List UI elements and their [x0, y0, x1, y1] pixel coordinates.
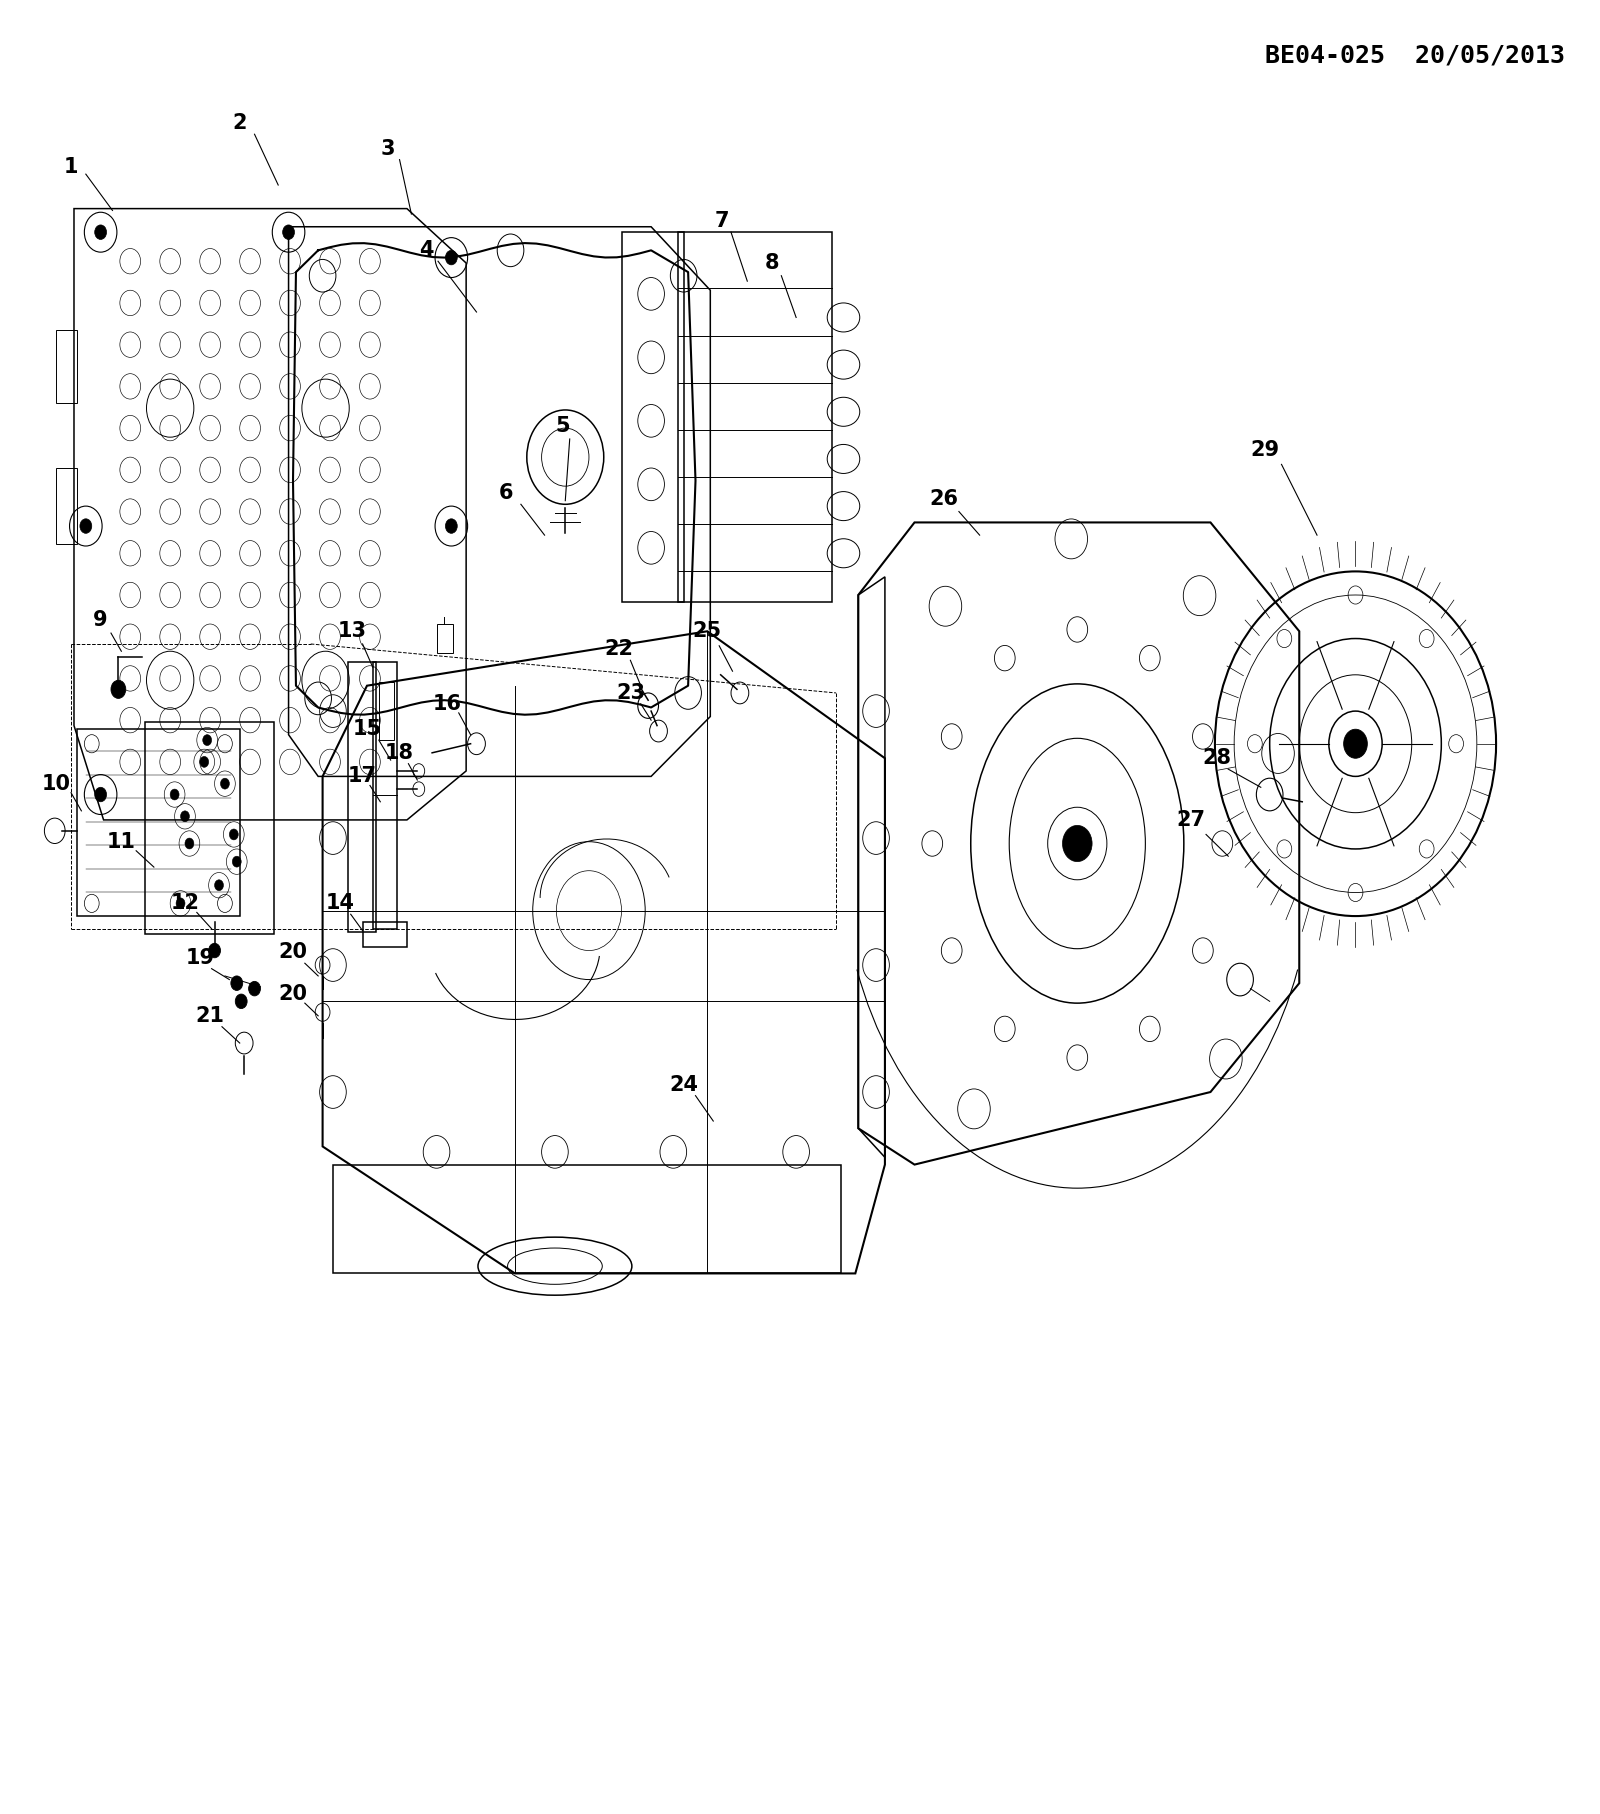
- Circle shape: [94, 787, 107, 802]
- Circle shape: [283, 225, 294, 239]
- Text: 20: 20: [278, 983, 307, 1005]
- Text: 12: 12: [171, 892, 200, 914]
- Bar: [379, 682, 394, 740]
- Text: BE04-025  20/05/2013: BE04-025 20/05/2013: [1266, 44, 1565, 67]
- Text: 29: 29: [1251, 439, 1280, 461]
- Circle shape: [200, 756, 208, 767]
- Text: 11: 11: [107, 831, 136, 853]
- Text: 20: 20: [278, 941, 307, 963]
- Circle shape: [170, 789, 179, 800]
- Text: 27: 27: [1176, 809, 1206, 831]
- Circle shape: [208, 943, 221, 958]
- Circle shape: [248, 981, 261, 996]
- Circle shape: [445, 250, 458, 265]
- Circle shape: [176, 898, 186, 909]
- Bar: [437, 624, 453, 653]
- Circle shape: [186, 838, 194, 849]
- Circle shape: [229, 829, 238, 840]
- Text: 19: 19: [186, 947, 214, 969]
- Text: 22: 22: [605, 639, 634, 660]
- Circle shape: [203, 735, 211, 746]
- Text: 28: 28: [1202, 747, 1230, 769]
- Text: 13: 13: [338, 620, 366, 642]
- Text: 15: 15: [352, 718, 381, 740]
- Text: 2: 2: [232, 112, 246, 134]
- Text: 5: 5: [555, 415, 570, 437]
- Circle shape: [230, 976, 243, 990]
- Circle shape: [80, 519, 91, 533]
- Text: 24: 24: [669, 1074, 698, 1096]
- Text: 9: 9: [93, 610, 107, 631]
- Circle shape: [110, 680, 126, 698]
- Text: 23: 23: [616, 682, 645, 704]
- Text: 1: 1: [64, 156, 78, 178]
- Text: 7: 7: [715, 210, 730, 232]
- Circle shape: [445, 519, 458, 533]
- Circle shape: [214, 880, 224, 891]
- Text: 4: 4: [419, 239, 434, 261]
- Circle shape: [1344, 729, 1368, 758]
- Text: 26: 26: [930, 488, 958, 510]
- Text: 10: 10: [42, 773, 70, 795]
- Text: 14: 14: [326, 892, 355, 914]
- Circle shape: [1062, 825, 1093, 862]
- Circle shape: [232, 856, 242, 867]
- Text: 8: 8: [765, 252, 779, 274]
- Text: 25: 25: [693, 620, 722, 642]
- Circle shape: [181, 811, 189, 822]
- Text: 16: 16: [432, 693, 461, 715]
- Circle shape: [235, 994, 246, 1009]
- Text: 21: 21: [195, 1005, 224, 1027]
- Text: 6: 6: [499, 483, 514, 504]
- Text: 17: 17: [349, 766, 378, 787]
- Circle shape: [221, 778, 229, 789]
- Text: 18: 18: [386, 742, 414, 764]
- Circle shape: [94, 225, 107, 239]
- Text: 3: 3: [381, 138, 395, 160]
